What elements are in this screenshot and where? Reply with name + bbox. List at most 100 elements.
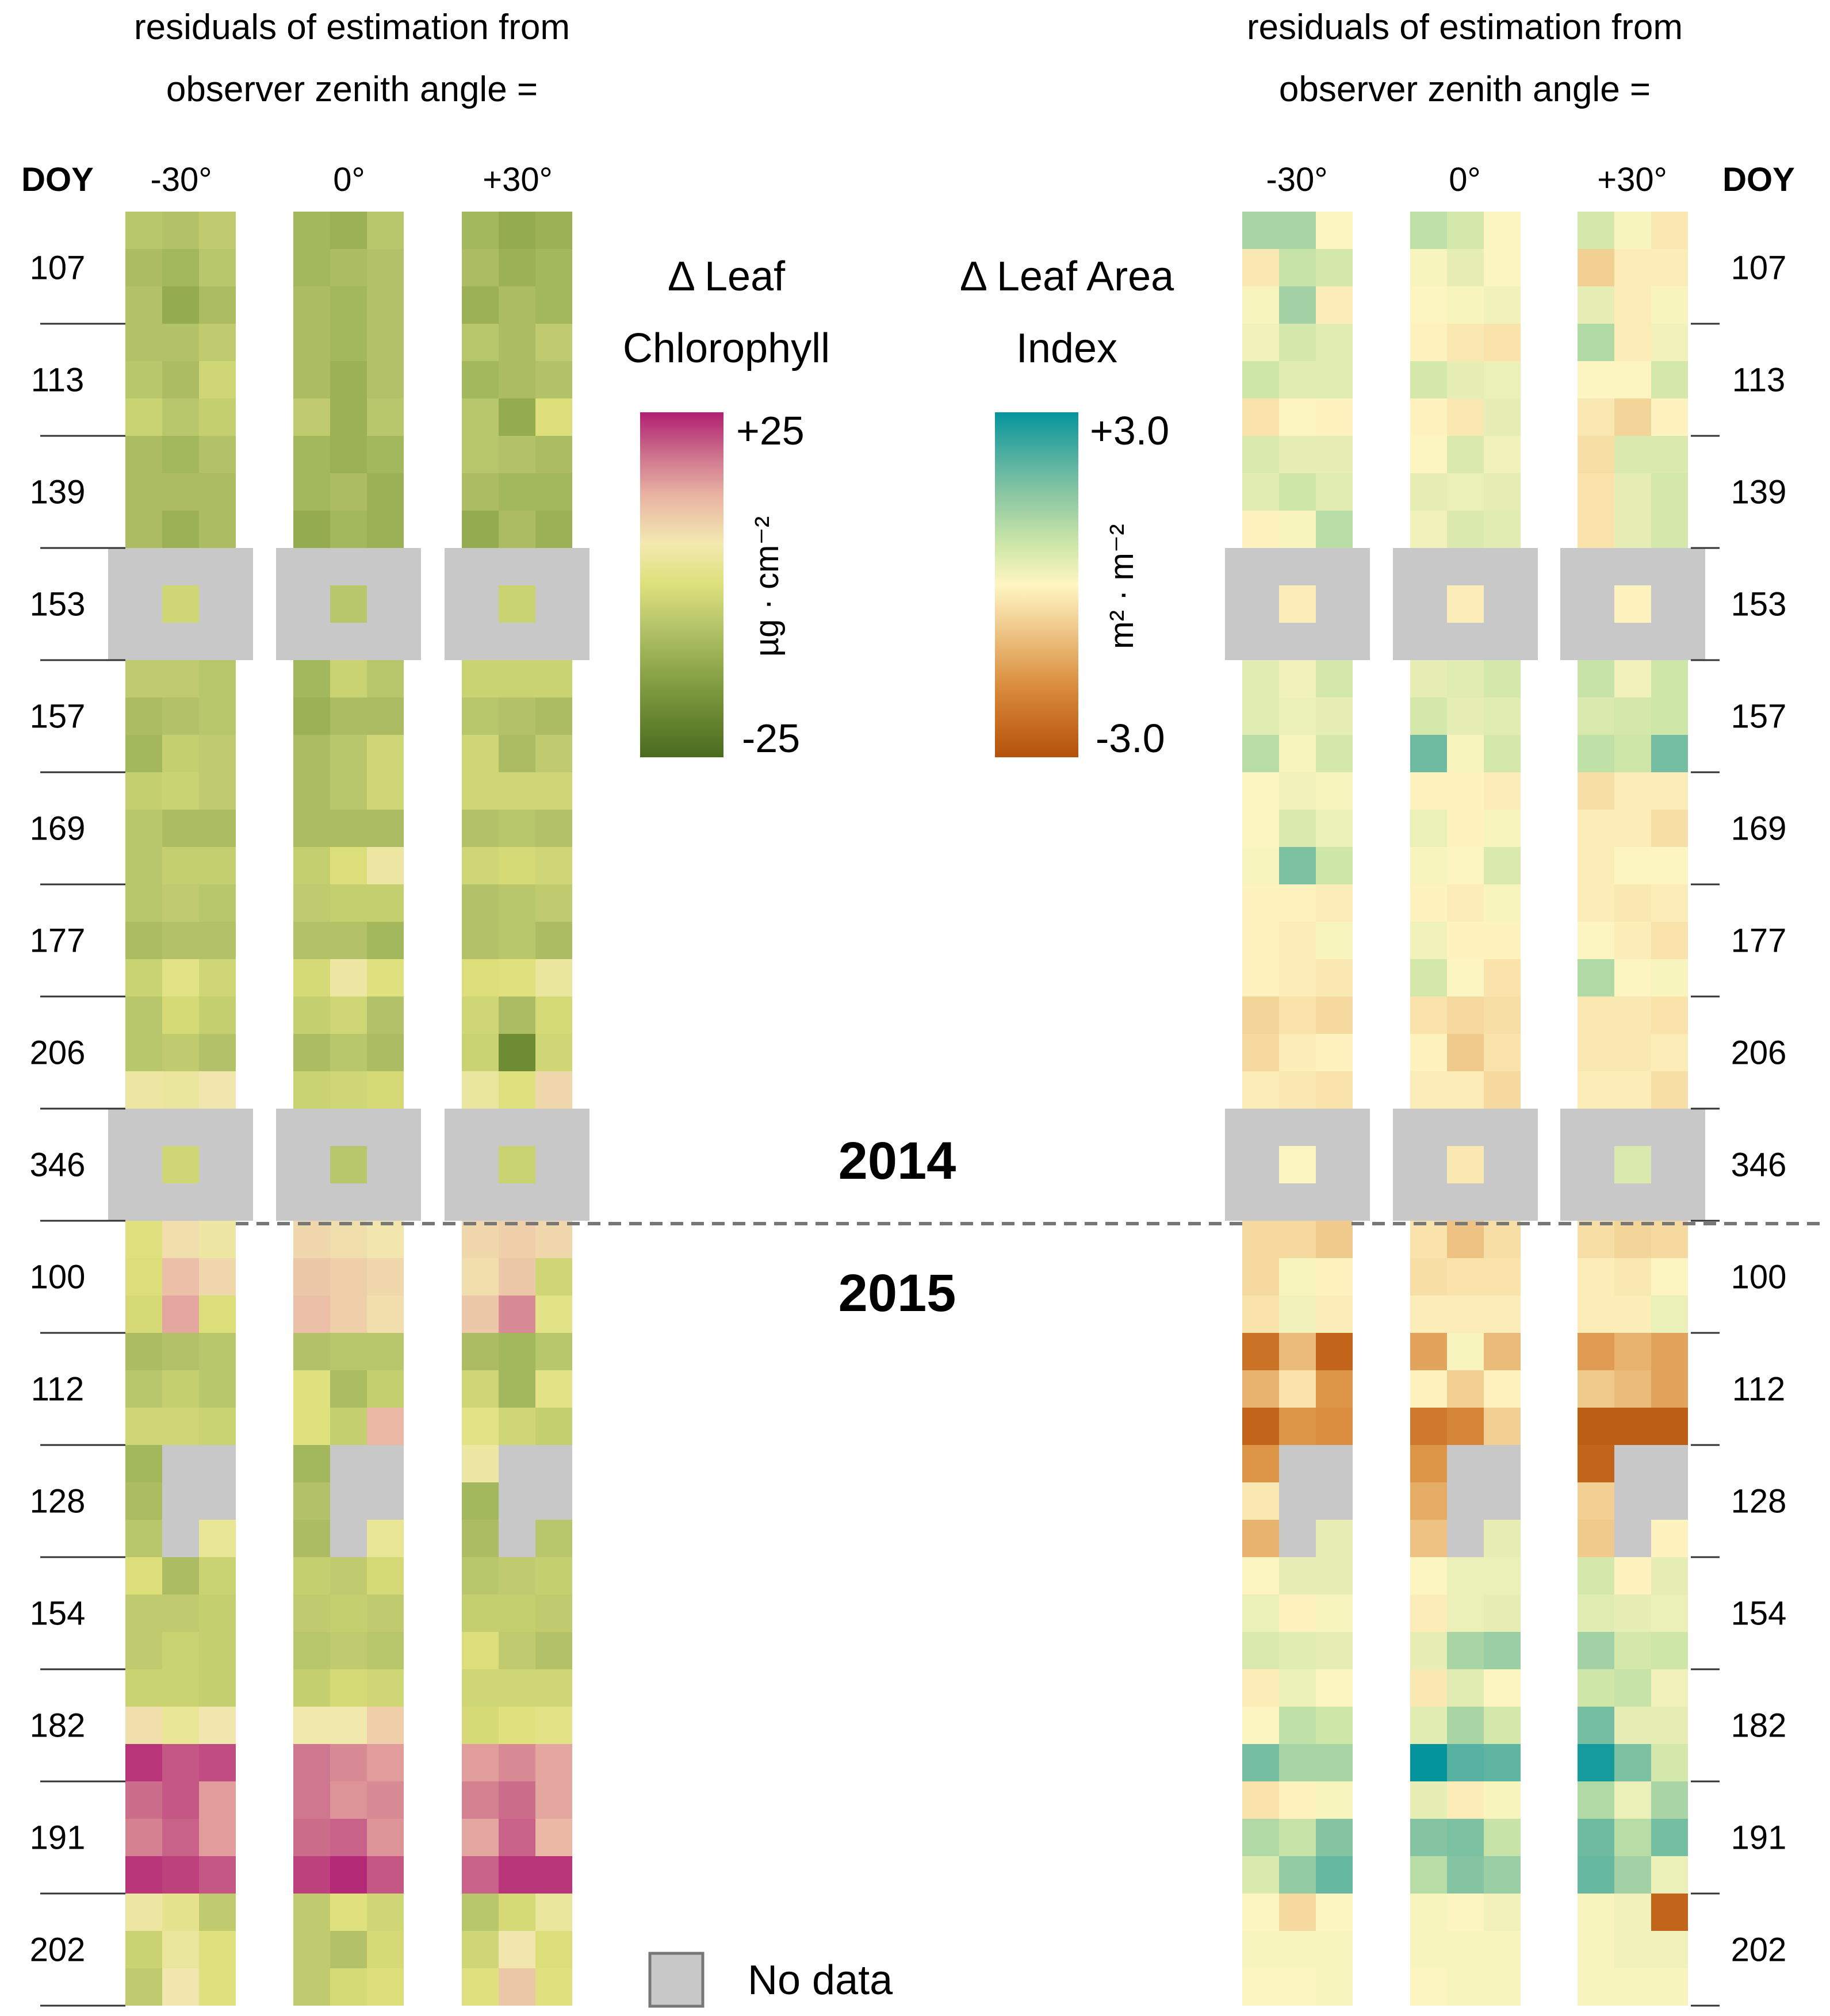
lai-cell	[1614, 884, 1651, 922]
chl-cell	[535, 772, 572, 810]
lai-cell	[1447, 1258, 1484, 1296]
chl-cell	[367, 959, 404, 996]
chl-cell	[199, 1258, 236, 1296]
lai-cell	[1242, 212, 1279, 249]
chl-cell	[462, 1781, 499, 1819]
lai-cell	[1410, 1520, 1447, 1557]
chl-cell	[535, 1632, 572, 1669]
lai-cell	[1410, 996, 1447, 1034]
lai-cell	[1316, 212, 1353, 249]
chl-cell	[535, 959, 572, 996]
chl-cell	[499, 1781, 535, 1819]
chl-cell	[199, 1034, 236, 1071]
year-label-2015: 2015	[839, 1264, 956, 1323]
chl-cell	[125, 697, 162, 735]
chl-cell	[462, 810, 499, 847]
chl-cell	[330, 959, 367, 996]
chl-cell	[462, 324, 499, 361]
chl-cell	[125, 1669, 162, 1707]
doy-label-right: 202	[1731, 1931, 1787, 1969]
chl-cell	[330, 1931, 367, 1968]
lai-cell	[1242, 361, 1279, 398]
chl-cell	[199, 1482, 236, 1520]
doy-label-right: 182	[1731, 1707, 1787, 1745]
chl-cell	[499, 1445, 535, 1482]
chl-cell	[535, 1707, 572, 1744]
chl-cell	[199, 212, 236, 249]
chl-cell	[499, 959, 535, 996]
chl-cell	[462, 361, 499, 398]
lai-cell	[1279, 1557, 1316, 1595]
chl-cell	[367, 1931, 404, 1968]
doy-label-right: 191	[1731, 1819, 1787, 1857]
lai-cell	[1316, 1520, 1353, 1557]
chl-cell	[330, 1370, 367, 1408]
chl-cell	[125, 511, 162, 548]
lai-cell	[1651, 810, 1688, 847]
lai-cell	[1316, 735, 1353, 772]
lai-cell	[1578, 1408, 1614, 1445]
chl-cell	[199, 1894, 236, 1931]
lai-cell	[1578, 511, 1614, 548]
chl-cell	[367, 884, 404, 922]
lai-cell	[1447, 511, 1484, 548]
chl-cell	[293, 1931, 330, 1968]
chl-cell	[367, 511, 404, 548]
lai-cell	[1484, 847, 1521, 884]
chl-cell	[125, 1445, 162, 1482]
doy-label-left: 112	[31, 1371, 84, 1408]
chl-cell	[162, 1894, 199, 1931]
chl-cell	[330, 1669, 367, 1707]
lai-cell	[1410, 1482, 1447, 1520]
chl-cell	[293, 398, 330, 436]
chl-cell	[293, 361, 330, 398]
chl-cell	[462, 1856, 499, 1894]
lai-cell	[1279, 473, 1316, 511]
lai-cell	[1614, 436, 1651, 473]
chl-cell	[499, 847, 535, 884]
lai-cell	[1447, 249, 1484, 286]
chl-cell	[293, 884, 330, 922]
chl-cell	[499, 1520, 535, 1557]
chl-cell	[499, 1333, 535, 1370]
chl-cell	[162, 772, 199, 810]
lai-cell	[1578, 847, 1614, 884]
chl-cell	[499, 772, 535, 810]
lai-cell	[1279, 1632, 1316, 1669]
chl-cell	[462, 1221, 499, 1258]
chl-cell	[499, 1632, 535, 1669]
lai-cell	[1410, 772, 1447, 810]
lai-cell	[1578, 810, 1614, 847]
lai-cell	[1316, 996, 1353, 1034]
chl-cell	[462, 1408, 499, 1445]
chl-cell	[462, 1557, 499, 1595]
lai-cell	[1651, 772, 1688, 810]
lai-cell	[1651, 1707, 1688, 1744]
chl-cell	[535, 1482, 572, 1520]
chl-cell	[125, 1968, 162, 2006]
lai-scale-min: -3.0	[1096, 716, 1165, 761]
lai-cell	[1484, 212, 1521, 249]
lai-cell	[1279, 286, 1316, 324]
chl-cell	[199, 249, 236, 286]
chl-cell	[367, 1781, 404, 1819]
lai-cell	[1614, 959, 1651, 996]
chl-cell	[162, 398, 199, 436]
lai-cell	[1279, 1445, 1316, 1482]
chl-cell	[293, 772, 330, 810]
chl-cell	[462, 1445, 499, 1482]
lai-cell	[1242, 1856, 1279, 1894]
lai-legend-title-line2: Index	[1016, 325, 1117, 371]
chl-cell	[535, 436, 572, 473]
lai-cell	[1651, 1520, 1688, 1557]
lai-cell	[1484, 398, 1521, 436]
lai-cell	[1447, 1819, 1484, 1856]
chl-cell	[199, 1968, 236, 2006]
lai-cell	[1578, 1595, 1614, 1632]
chl-cell	[330, 1445, 367, 1482]
chl-cell	[462, 473, 499, 511]
chl-cell	[330, 735, 367, 772]
chl-cell	[330, 361, 367, 398]
lai-cell	[1651, 473, 1688, 511]
chl-cell	[330, 1894, 367, 1931]
